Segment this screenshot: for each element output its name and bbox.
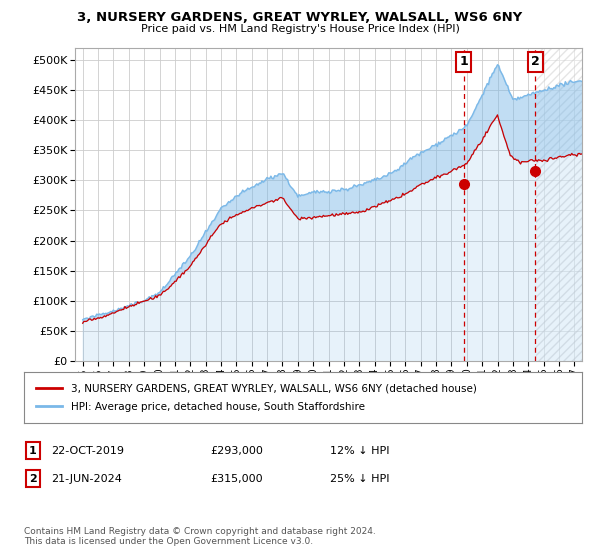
Text: £293,000: £293,000 [210,446,263,456]
Legend: 3, NURSERY GARDENS, GREAT WYRLEY, WALSALL, WS6 6NY (detached house), HPI: Averag: 3, NURSERY GARDENS, GREAT WYRLEY, WALSAL… [32,379,481,416]
Text: 2: 2 [29,474,37,484]
Text: 1: 1 [29,446,37,456]
Text: 1: 1 [460,55,468,68]
Text: £315,000: £315,000 [210,474,263,484]
Text: 3, NURSERY GARDENS, GREAT WYRLEY, WALSALL, WS6 6NY: 3, NURSERY GARDENS, GREAT WYRLEY, WALSAL… [77,11,523,24]
Text: 22-OCT-2019: 22-OCT-2019 [51,446,124,456]
Text: 12% ↓ HPI: 12% ↓ HPI [330,446,389,456]
Text: 25% ↓ HPI: 25% ↓ HPI [330,474,389,484]
Text: 2: 2 [531,55,540,68]
Text: Contains HM Land Registry data © Crown copyright and database right 2024.
This d: Contains HM Land Registry data © Crown c… [24,526,376,546]
Text: Price paid vs. HM Land Registry's House Price Index (HPI): Price paid vs. HM Land Registry's House … [140,24,460,34]
Text: 21-JUN-2024: 21-JUN-2024 [51,474,122,484]
